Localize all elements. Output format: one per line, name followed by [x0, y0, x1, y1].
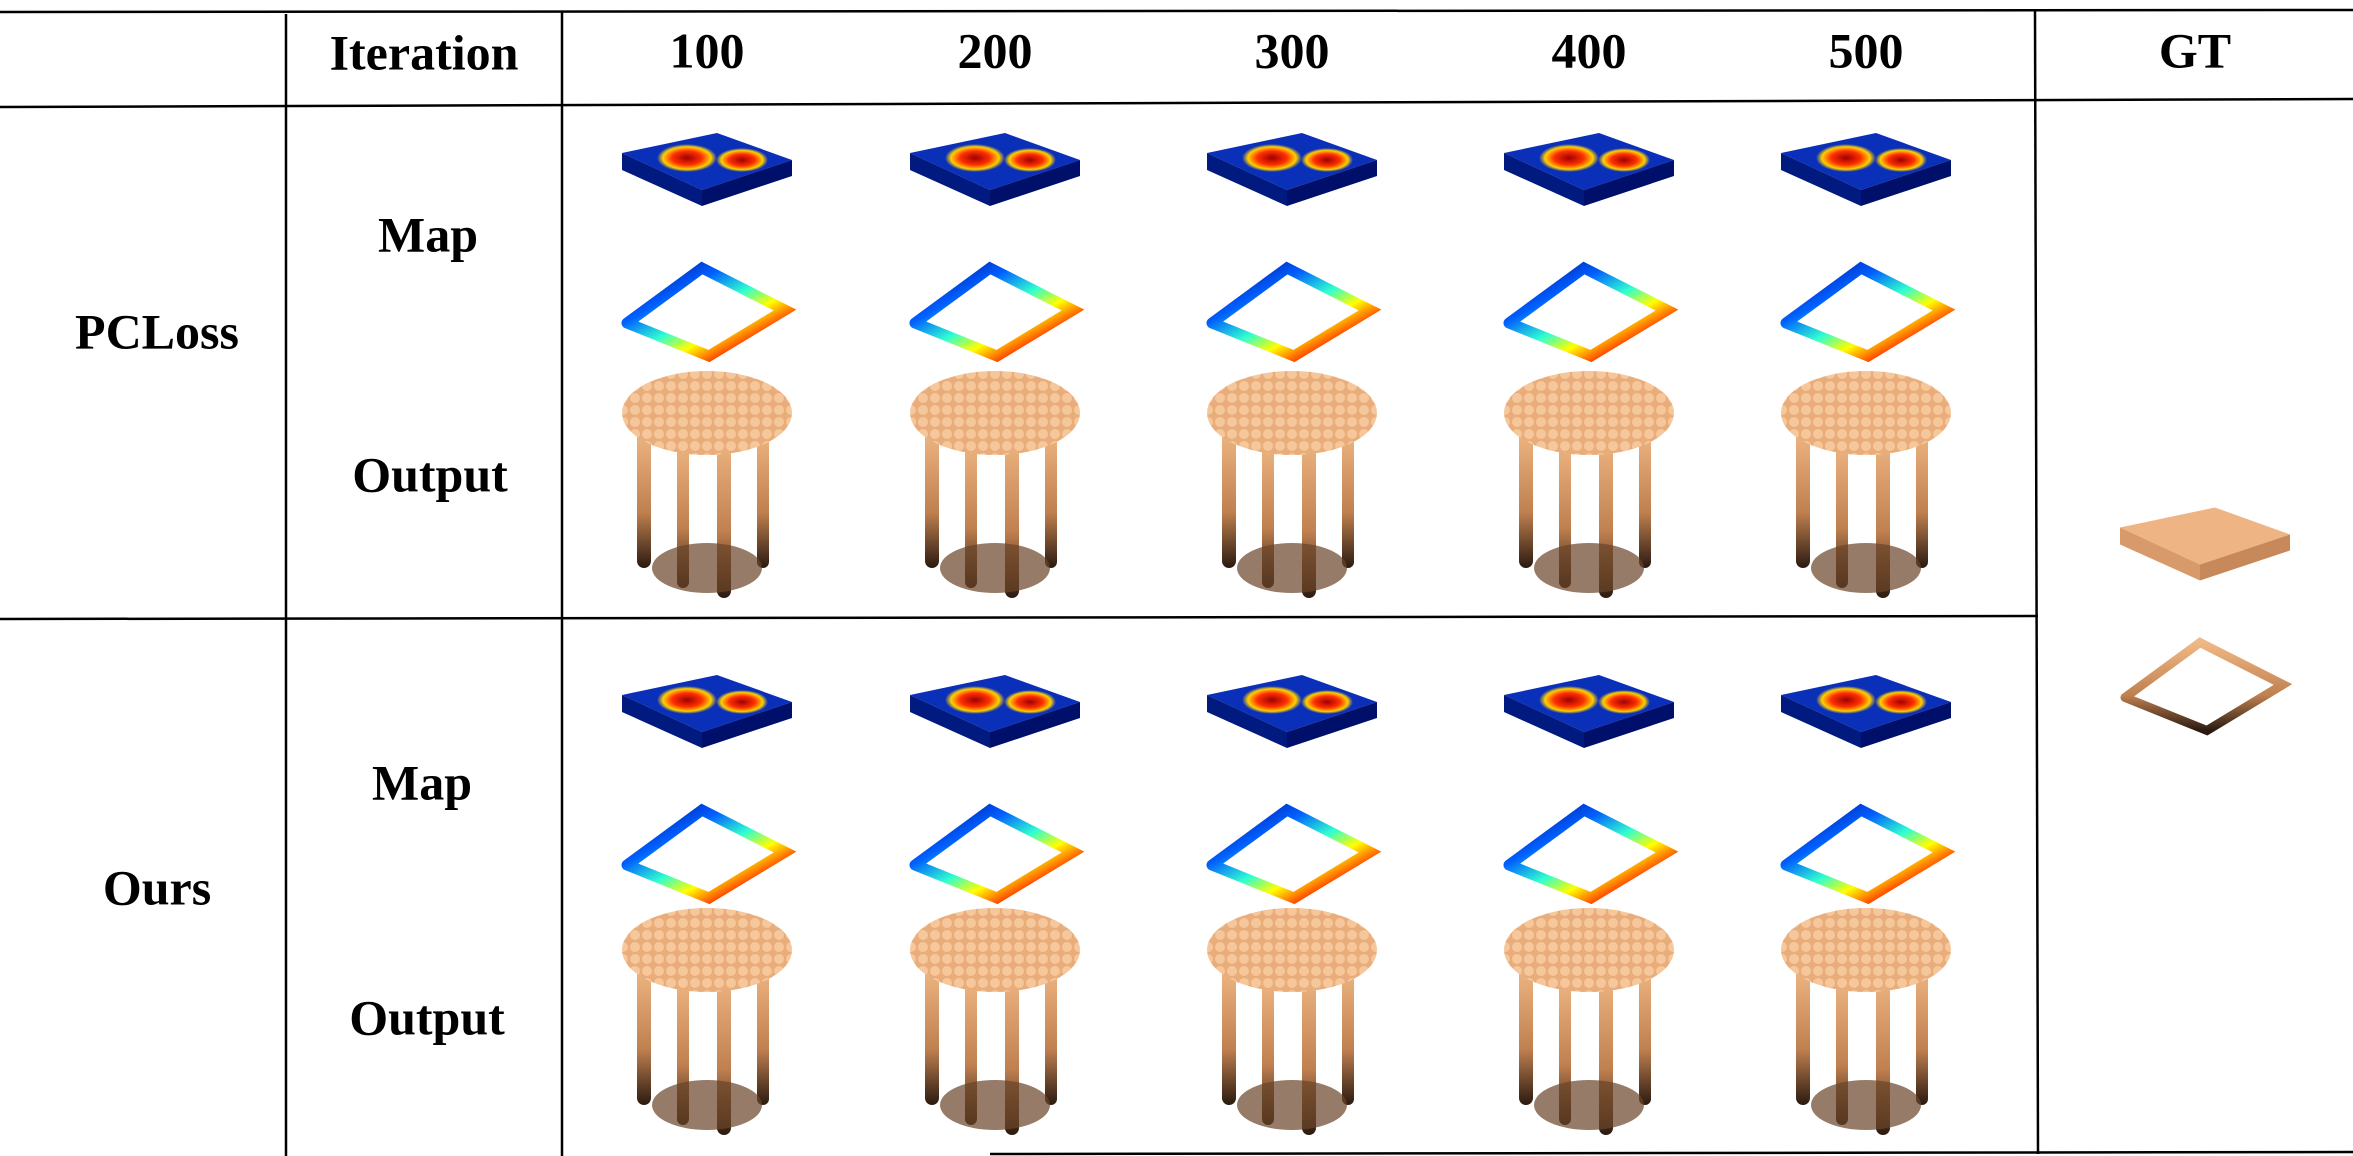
header: Iteration 100 200 300 400 500 GT	[330, 22, 2232, 80]
header-cell: 500	[1829, 22, 1904, 78]
output-render	[1504, 908, 1674, 1135]
map-render	[1207, 133, 1377, 356]
output-render	[622, 371, 792, 598]
row-labels: PCLoss Map Output Ours Map Output	[75, 206, 508, 1045]
output-render	[910, 371, 1080, 598]
output-render	[1207, 908, 1377, 1135]
row-label: Map	[378, 206, 478, 262]
map-render	[1504, 133, 1674, 356]
bottom-rule	[989, 1150, 2353, 1156]
header-cell: 400	[1552, 22, 1627, 78]
map-render	[1207, 675, 1377, 898]
col-rule	[2033, 9, 2040, 1155]
map-render	[1504, 675, 1674, 898]
header-cell: 100	[670, 22, 745, 78]
top-rule	[0, 8, 2353, 14]
header-cell: Iteration	[330, 24, 519, 80]
output-render	[622, 908, 792, 1135]
header-cell: 300	[1255, 22, 1330, 78]
header-cell: 200	[958, 22, 1033, 78]
row-label: Output	[349, 989, 505, 1045]
output-render	[1207, 371, 1377, 598]
output-render	[1781, 371, 1951, 598]
map-render	[1781, 675, 1951, 898]
table-rules	[0, 8, 2353, 1156]
header-cell: GT	[2159, 22, 2231, 78]
method-label: Ours	[103, 859, 211, 915]
map-render	[622, 675, 792, 898]
map-render	[1781, 133, 1951, 356]
map-render	[910, 133, 1080, 356]
gt-render	[2120, 508, 2290, 731]
map-render	[910, 675, 1080, 898]
output-render	[1504, 371, 1674, 598]
map-render	[622, 133, 792, 356]
group-rule	[0, 614, 2039, 621]
output-render	[1781, 908, 1951, 1135]
header-rule	[0, 97, 2353, 109]
row-label: Output	[352, 446, 508, 502]
images	[622, 133, 2290, 1135]
row-label: Map	[372, 754, 472, 810]
method-label: PCLoss	[75, 303, 239, 359]
output-render	[910, 908, 1080, 1135]
